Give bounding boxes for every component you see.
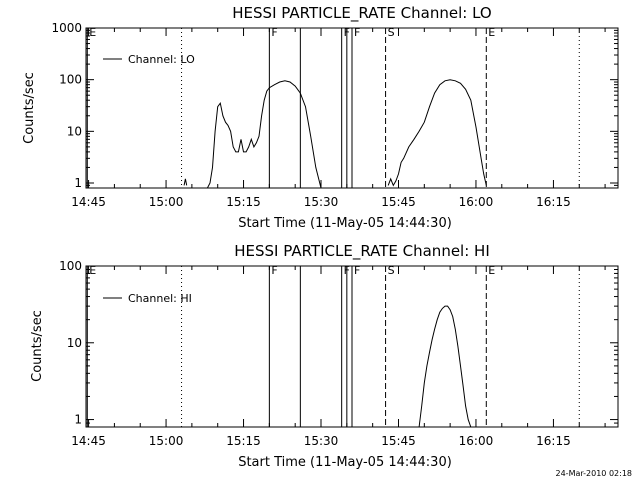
y-tick-label: 10 [67,124,82,138]
event-marker-label: E [488,26,495,39]
x-tick-label: 15:15 [226,195,261,209]
y-axis-label: Counts/sec [22,72,37,144]
panel-hi-chart: HESSI PARTICLE_RATE Channel: HI Start Ti… [30,242,619,470]
x-tick-label: 15:00 [149,195,184,209]
x-tick-label: 14:45 [71,434,106,448]
y-tick-label: 100 [59,259,82,273]
x-tick-label: 16:15 [536,195,571,209]
series-line [387,79,487,187]
x-tick-label: 14:45 [71,195,106,209]
x-axis-label: Start Time (11-May-05 14:44:30) [238,455,452,470]
event-marker-label: E [488,264,495,277]
x-tick-label: 16:00 [459,434,494,448]
date-stamp: 24-Mar-2010 02:18 [555,469,633,478]
event-marker-label: E [89,26,96,39]
y-tick-label: 1 [74,176,82,190]
panel-lo-chart: HESSI PARTICLE_RATE Channel: LO Start Ti… [22,4,619,231]
x-tick-label: 16:00 [459,195,494,209]
x-tick-label: 15:45 [381,195,416,209]
event-marker-label: S [388,264,395,277]
y-tick-label: 1000 [51,21,82,35]
event-marker-label: S [388,26,395,39]
series-line [183,178,188,186]
y-axis-label: Counts/sec [30,310,45,382]
y-tick-label: 1 [74,413,82,427]
x-tick-label: 15:45 [381,434,416,448]
event-marker-label: F [271,264,277,277]
event-marker-label: F [354,264,360,277]
x-tick-label: 15:30 [304,195,339,209]
x-tick-label: 15:00 [149,434,184,448]
legend-label: Channel: LO [128,53,195,66]
series-line [206,80,322,189]
chart-title: HESSI PARTICLE_RATE Channel: LO [232,4,491,23]
series-line [418,305,472,428]
event-marker-label: F [354,26,360,39]
x-axis-label: Start Time (11-May-05 14:44:30) [238,216,452,231]
event-marker-label: E [89,264,96,277]
x-tick-label: 15:30 [304,434,339,448]
event-marker-label: F [271,26,277,39]
y-tick-label: 100 [59,73,82,87]
x-tick-label: 15:15 [226,434,261,448]
legend-label: Channel: HI [128,292,192,305]
x-tick-label: 16:15 [536,434,571,448]
y-tick-label: 10 [67,336,82,350]
chart-title: HESSI PARTICLE_RATE Channel: HI [234,242,490,261]
